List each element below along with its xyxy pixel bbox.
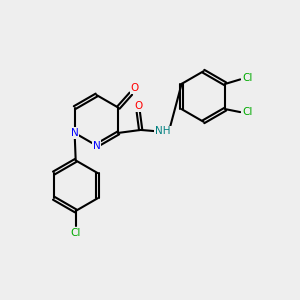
Text: O: O xyxy=(134,101,142,111)
Text: N: N xyxy=(71,128,79,138)
Text: Cl: Cl xyxy=(70,228,81,238)
Text: N: N xyxy=(93,140,101,151)
Text: Cl: Cl xyxy=(242,107,252,117)
Text: NH: NH xyxy=(155,126,171,136)
Text: O: O xyxy=(130,83,139,93)
Text: Cl: Cl xyxy=(242,73,252,83)
